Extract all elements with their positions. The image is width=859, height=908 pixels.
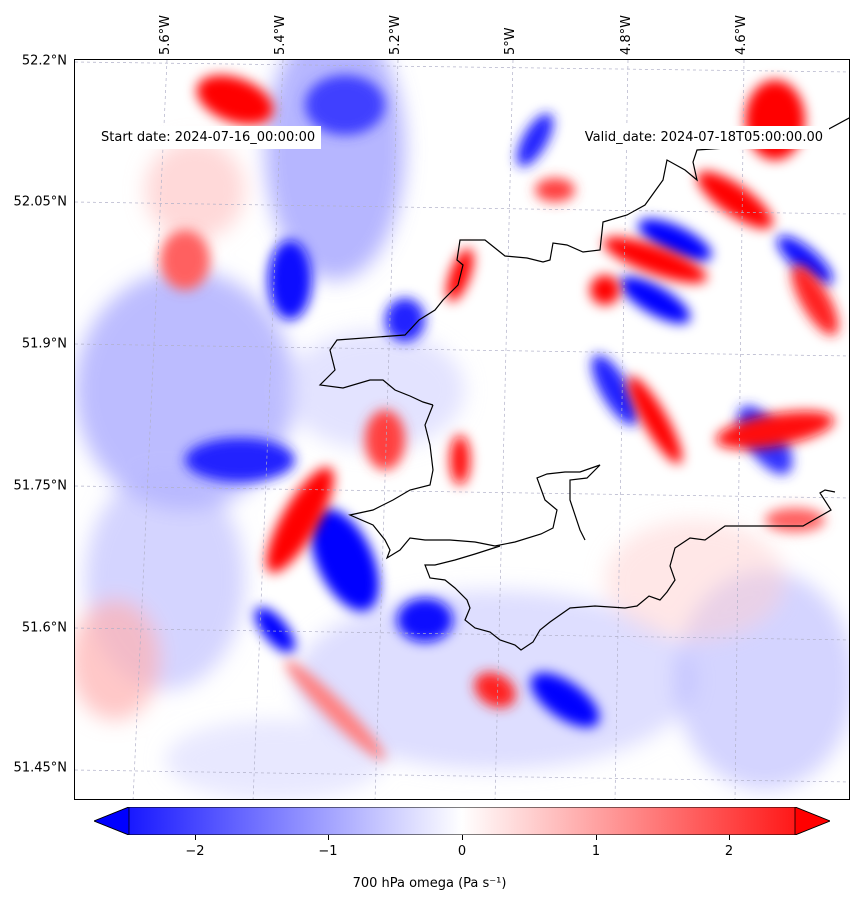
colorbar-max-extend [794,807,830,835]
colorbar-tick-label: −1 [318,844,338,859]
colorbar-tickmark [596,835,597,840]
omega-negative-cells [185,75,833,728]
colorbar-tickmark [729,835,730,840]
colorbar-tickmark [195,835,196,840]
lon-label-4-6: 4.6°W [734,14,749,55]
graticule [75,60,849,799]
map-panel: Start date: 2024-07-16_00:00:00 Valid_da… [74,59,850,800]
lat-label-51-75: 51.75°N [13,478,67,494]
colorbar-tick-label: 0 [457,844,467,859]
lat-label-51-9: 51.9°N [21,336,67,352]
coastline [318,117,849,651]
colorbar-min-extend [94,807,130,835]
colorbar-tickmark [462,835,463,840]
lat-label-52-2: 52.2°N [21,53,67,69]
lat-label-51-45: 51.45°N [13,760,67,776]
omega-field-map [75,60,849,799]
lon-label-4-8: 4.8°W [619,14,634,55]
lon-label-5-2: 5.2°W [388,14,403,55]
start-date-label: Start date: 2024-07-16_00:00:00 [95,126,322,149]
colorbar [94,807,830,835]
colorbar-tick-label: −2 [185,844,205,859]
lon-label-5-6: 5.6°W [158,14,173,55]
colorbar-tick-label: 1 [591,844,601,859]
lat-label-51-6: 51.6°N [21,620,67,636]
colorbar-tickmark [328,835,329,840]
valid-date-label: Valid_date: 2024-07-18T05:00:00.00 [578,126,829,149]
colorbar-tick-label: 2 [724,844,734,859]
lon-label-5: 5°W [503,27,518,55]
colorbar-label: 700 hPa omega (Pa s⁻¹) [352,876,507,891]
lat-label-52-05: 52.05°N [13,194,67,210]
lon-label-5-4: 5.4°W [273,14,288,55]
